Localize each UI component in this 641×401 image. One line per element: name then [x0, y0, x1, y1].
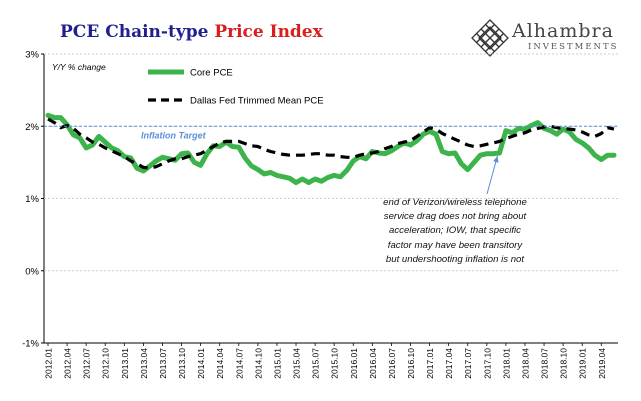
y-axis-tick-labels: -1% 0% 1% 2% 3%: [22, 50, 39, 350]
logo-subtitle: INVESTMENTS: [528, 42, 619, 52]
annotation-line: acceleration; IOW, that specific: [389, 225, 521, 237]
x-tick-label: 2016.01: [349, 348, 359, 379]
diamond-lattice-icon: [471, 19, 509, 57]
chart-title: PCE Chain-type Price Index: [60, 22, 323, 42]
inflation-target-label: Inflation Target: [141, 130, 207, 140]
y-tick-label: 3%: [25, 50, 39, 61]
x-tick-label: 2012.10: [101, 348, 111, 379]
series-line-trimmed-mean-pce: [47, 117, 615, 170]
x-tick-label: 2012.04: [63, 348, 73, 379]
x-tick-label: 2017.07: [463, 348, 473, 379]
y-tick-label: -1%: [22, 339, 39, 350]
x-tick-label: 2018.01: [501, 348, 511, 379]
title-part-2: Price Index: [214, 22, 323, 42]
x-tick-label: 2018.10: [559, 348, 569, 379]
logo-name: Alhambra: [512, 20, 614, 42]
x-tick-label: 2012.01: [44, 348, 54, 379]
series-lines: [45, 112, 617, 186]
x-tick-label: 2016.04: [368, 348, 378, 379]
x-tick-label: 2014.07: [234, 348, 244, 379]
x-tick-label: 2014.10: [253, 348, 263, 379]
x-tick-label: 2014.01: [196, 348, 206, 379]
x-tick-label: 2013.04: [139, 348, 149, 379]
chart-annotations: Inflation Target Y/Y % change: [44, 62, 618, 195]
x-axis-tick-labels: 2012.01 2012.04 2012.07 2012.10 2013.01 2013.…: [44, 343, 607, 379]
annotation-line: factor may have been transitory: [387, 239, 523, 251]
x-tick-label: 2017.04: [444, 348, 454, 379]
annotation-line: end of Verizon/wireless telephone: [383, 197, 527, 208]
annotation-line: but undershooting inflation is not: [385, 253, 525, 265]
legend: Core PCE Dallas Fed Trimmed Mean PCE: [148, 68, 324, 107]
y-axis-note: Y/Y % change: [52, 62, 106, 72]
legend-label: Core PCE: [190, 68, 233, 79]
x-tick-label: 2019.04: [597, 348, 607, 379]
annotation-line: service drag does not bring about: [383, 211, 527, 223]
x-tick-label: 2014.04: [215, 348, 225, 379]
x-tick-label: 2013.10: [177, 348, 187, 379]
x-tick-label: 2015.10: [330, 348, 340, 379]
alhambra-logo: Alhambra INVESTMENTS: [470, 18, 640, 58]
x-tick-label: 2017.10: [482, 348, 492, 379]
x-tick-label: 2019.01: [578, 348, 588, 379]
x-tick-label: 2012.07: [82, 348, 92, 379]
annotation-text: end of Verizon/wireless telephone servic…: [352, 196, 558, 267]
x-tick-label: 2013.07: [158, 348, 168, 379]
x-tick-label: 2015.07: [311, 348, 321, 379]
x-tick-label: 2017.01: [425, 348, 435, 379]
annotation-arrowhead: [493, 155, 499, 163]
title-part-1: PCE Chain-type: [60, 22, 215, 42]
y-tick-label: 2%: [25, 122, 39, 133]
series-line-core-pce: [45, 112, 617, 186]
x-tick-label: 2018.04: [520, 348, 530, 379]
x-tick-label: 2015.04: [292, 348, 302, 379]
y-tick-label: 0%: [25, 266, 39, 277]
x-tick-label: 2015.01: [272, 348, 282, 379]
x-tick-label: 2013.01: [120, 348, 130, 379]
x-tick-label: 2018.07: [540, 348, 550, 379]
y-tick-label: 1%: [25, 194, 39, 205]
x-tick-label: 2016.10: [406, 348, 416, 379]
gridlines: [41, 53, 618, 344]
annotation-arrow-line: [486, 155, 499, 195]
legend-label: Dallas Fed Trimmed Mean PCE: [190, 96, 324, 107]
x-tick-label: 2016.07: [387, 348, 397, 379]
